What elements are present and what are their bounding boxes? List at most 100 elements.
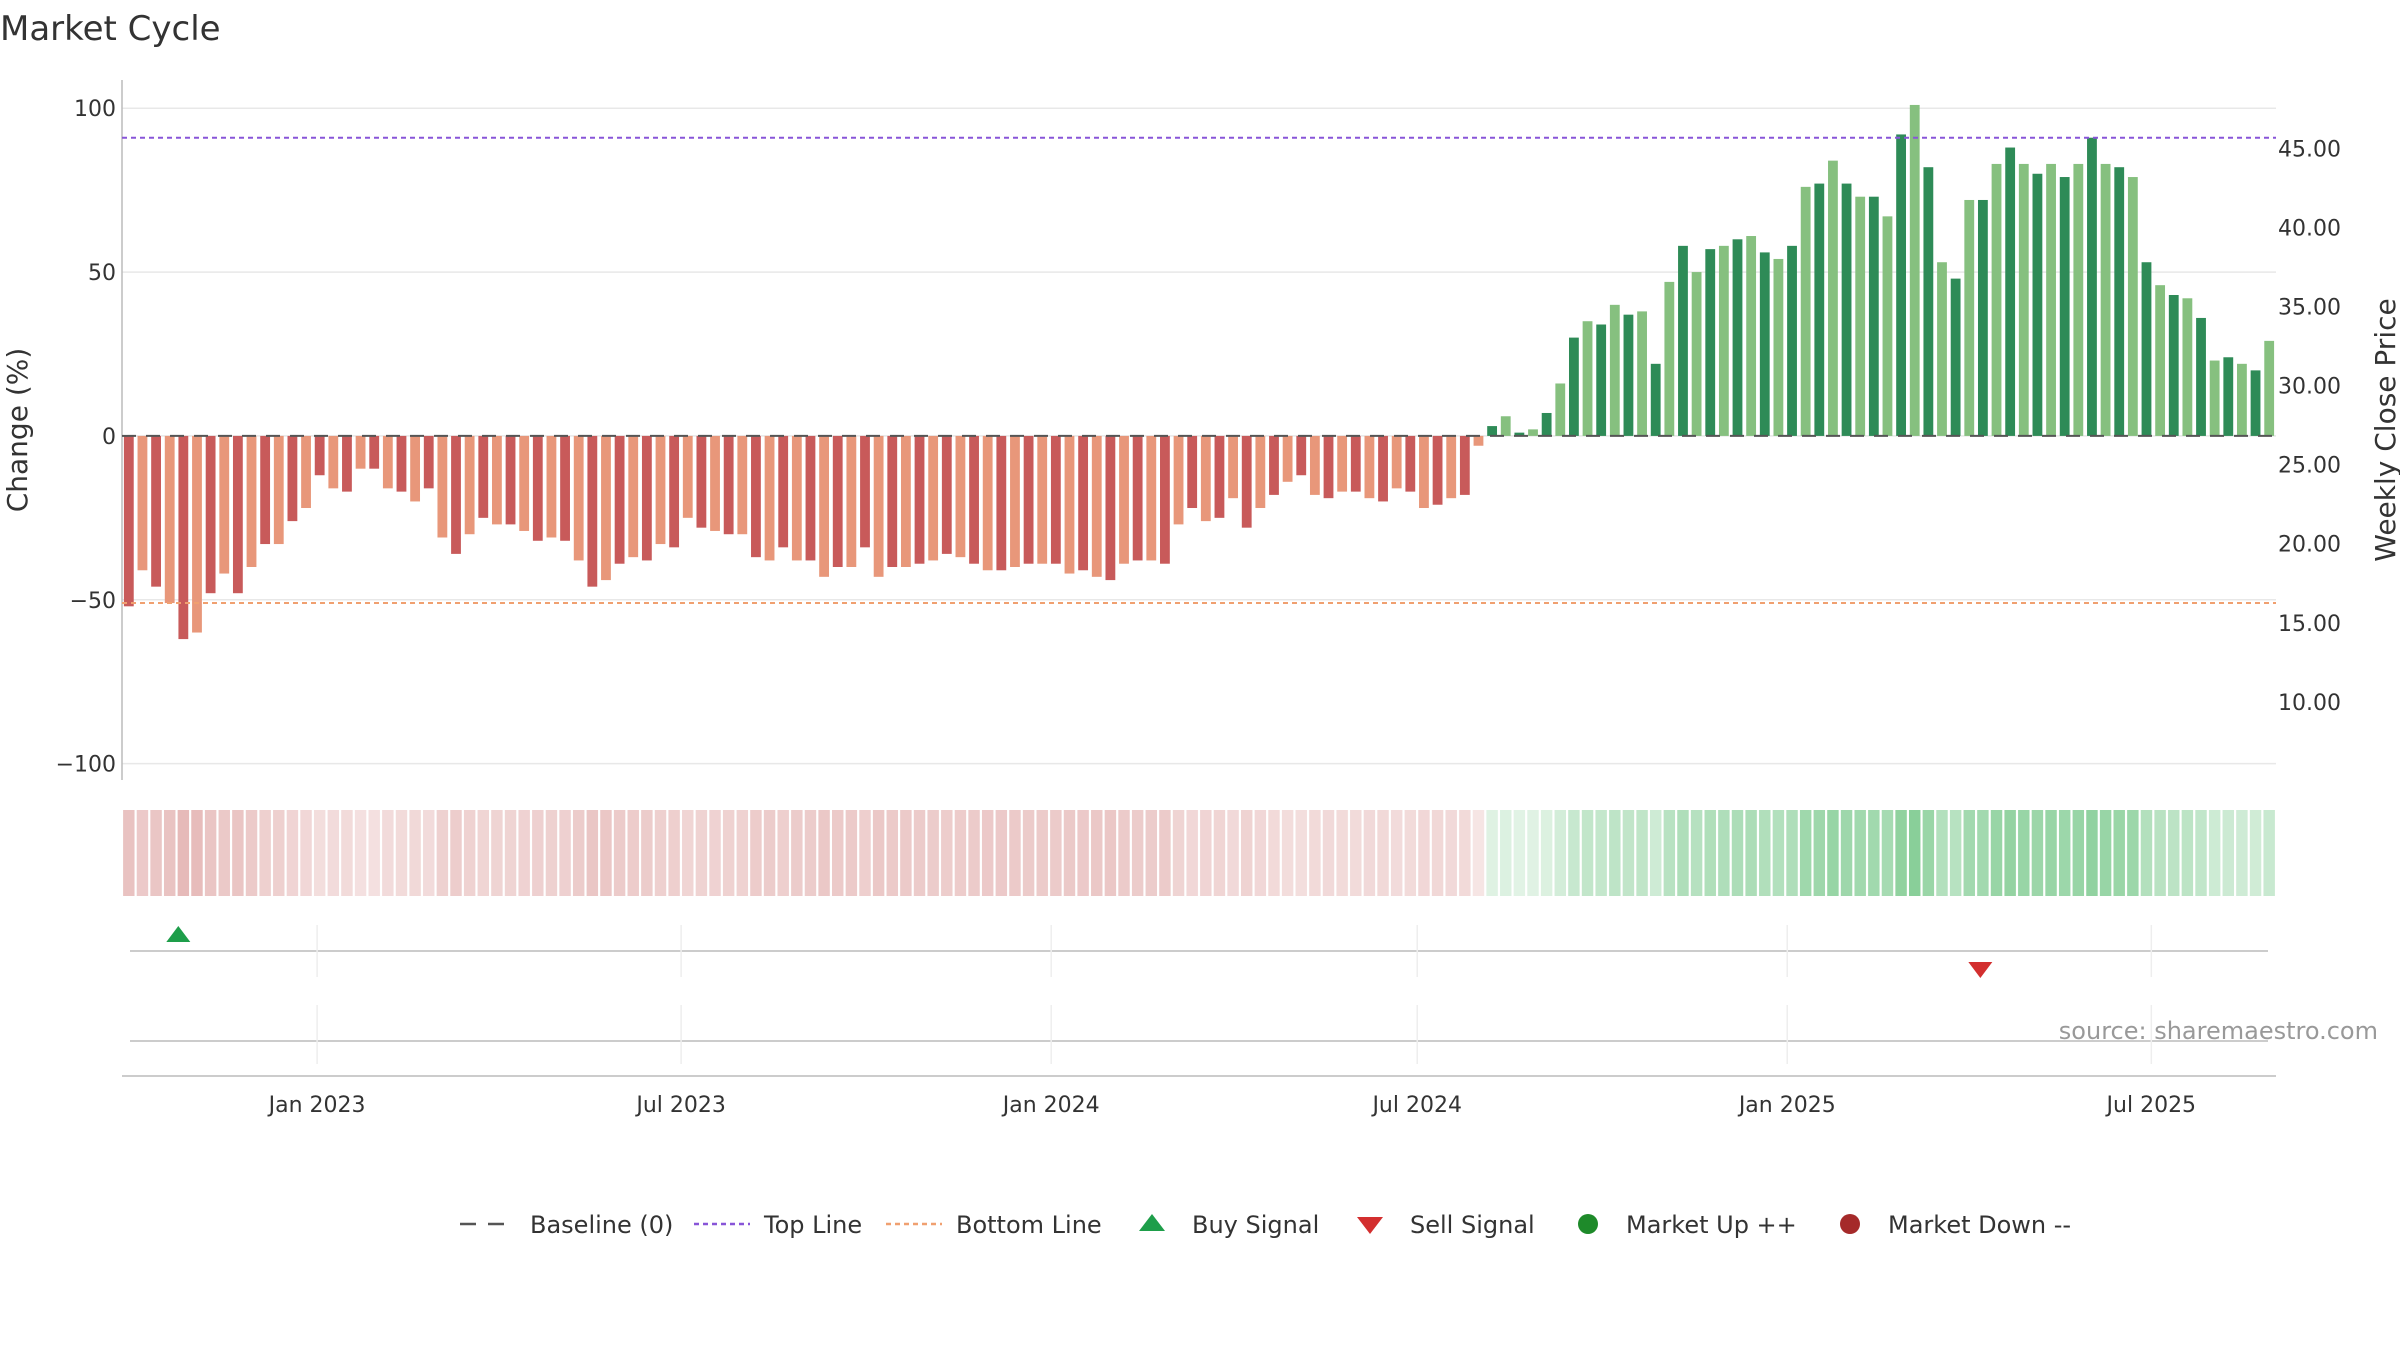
- heat-cell: [1486, 810, 1498, 896]
- heat-cell: [1568, 810, 1580, 896]
- heat-cell: [791, 810, 803, 896]
- heat-cell: [368, 810, 380, 896]
- bar: [1296, 435, 1307, 476]
- bar: [1200, 435, 1211, 522]
- bar: [805, 435, 816, 561]
- legend-label: Buy Signal: [1192, 1211, 1319, 1239]
- bar: [723, 435, 734, 535]
- heat-cell: [341, 810, 353, 896]
- x-tick-label: Jan 2023: [267, 1093, 366, 1118]
- heat-cell: [2236, 810, 2248, 896]
- bar: [778, 435, 789, 548]
- bar: [1759, 252, 1770, 436]
- bar: [328, 435, 339, 489]
- heat-cell: [1881, 810, 1894, 896]
- bar: [437, 435, 448, 538]
- source-note: source: sharemaestro.com: [2059, 1017, 2378, 1045]
- bar: [1555, 383, 1566, 436]
- heat-cell: [1009, 810, 1021, 896]
- heat-cell: [2113, 810, 2125, 896]
- bar: [2018, 163, 2029, 436]
- y-tick-label: 50: [88, 261, 116, 286]
- heat-cell: [1854, 810, 1866, 896]
- bar: [137, 435, 148, 571]
- legend-buy-swatch: [1139, 1214, 1165, 1231]
- heat-cell: [2195, 810, 2207, 896]
- heat-cell: [1527, 810, 1539, 896]
- bar: [1173, 435, 1184, 525]
- bar: [1814, 183, 1825, 436]
- heat-cell: [2222, 810, 2235, 896]
- heat-cell: [1036, 810, 1048, 896]
- heat-cell: [2181, 810, 2194, 896]
- bar: [491, 435, 502, 525]
- heat-cell: [1772, 810, 1785, 896]
- heat-cell: [382, 810, 394, 896]
- heat-cell: [1977, 810, 1989, 896]
- heat-cell: [627, 810, 639, 896]
- heat-cell: [1077, 810, 1089, 896]
- bar: [1732, 239, 1743, 436]
- x-tick-label: Jan 2024: [1001, 1093, 1100, 1118]
- bar: [1773, 258, 1784, 436]
- heat-cell: [300, 810, 312, 896]
- bar: [1132, 435, 1143, 561]
- heat-cell: [1363, 810, 1376, 896]
- bar: [1514, 432, 1525, 436]
- heat-cell: [818, 810, 830, 896]
- bar: [641, 435, 652, 561]
- heat-cell: [722, 810, 735, 896]
- heat-cell: [1390, 810, 1403, 896]
- heat-cell: [736, 810, 749, 896]
- bar: [205, 435, 216, 594]
- bar: [1282, 435, 1293, 482]
- bar: [1378, 435, 1388, 502]
- heat-cell: [1840, 810, 1853, 896]
- bar: [246, 435, 257, 567]
- heat-cell: [641, 810, 653, 896]
- heat-cell: [2168, 810, 2180, 896]
- heat-cell: [1663, 810, 1676, 896]
- heat-cell: [763, 810, 776, 896]
- y-tick-label: 0: [102, 425, 116, 450]
- heat-cell: [1159, 810, 1171, 896]
- heat-cell: [995, 810, 1008, 896]
- y2-tick-label: 35.00: [2278, 296, 2341, 321]
- heat-cell: [1595, 810, 1607, 896]
- heat-cell: [491, 810, 503, 896]
- heat-cell: [1649, 810, 1662, 896]
- heat-cell: [395, 810, 408, 896]
- bar: [764, 435, 775, 561]
- y2-tick-label: 20.00: [2278, 533, 2341, 558]
- bar: [1500, 416, 1511, 436]
- heat-cell: [1622, 810, 1635, 896]
- bar: [2114, 167, 2125, 436]
- x-axis: Jan 2023 Jul 2023 Jan 2024 Jul 2024 Jan 2025…: [267, 1093, 2196, 1118]
- bar: [1269, 435, 1279, 495]
- heat-cell: [2045, 810, 2057, 896]
- heat-cell: [1799, 810, 1812, 896]
- bar: [1800, 186, 1811, 436]
- bar: [1446, 435, 1457, 499]
- bar: [2182, 298, 2193, 436]
- bar: [1609, 304, 1620, 436]
- x-tick-label: Jul 2023: [634, 1093, 726, 1118]
- bar: [164, 435, 175, 604]
- legend-label: Sell Signal: [1410, 1211, 1535, 1239]
- bar: [519, 435, 530, 531]
- legend-label: Top Line: [763, 1211, 862, 1239]
- bar: [710, 435, 720, 531]
- bar: [832, 435, 843, 567]
- bar: [2005, 147, 2016, 436]
- bar: [969, 435, 979, 564]
- bar: [2196, 317, 2206, 436]
- heat-cell: [163, 810, 176, 896]
- heat-cell: [600, 810, 612, 896]
- bar: [587, 435, 598, 587]
- bar: [900, 435, 911, 567]
- bar: [410, 435, 421, 502]
- heat-cell: [968, 810, 980, 896]
- heat-cell: [1227, 810, 1239, 896]
- heat-cell: [1827, 810, 1839, 896]
